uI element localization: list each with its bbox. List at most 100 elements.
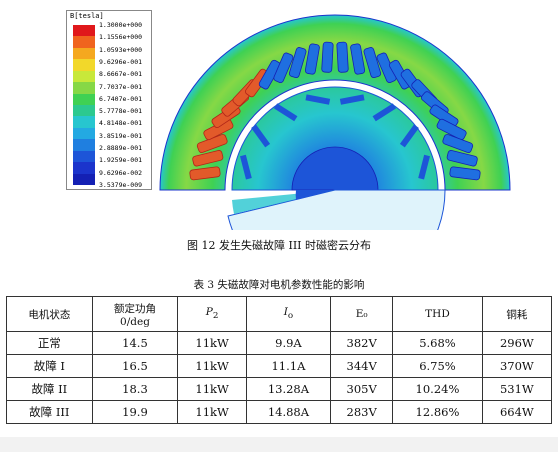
table-header-cell: 铜耗 xyxy=(481,296,553,332)
motor-cross-section xyxy=(159,14,511,230)
table-cell: 5.68% xyxy=(392,331,483,355)
legend-swatch xyxy=(73,70,95,83)
table-cell: 305V xyxy=(330,377,394,401)
table-cell: 382V xyxy=(330,331,394,355)
table-cell: 6.75% xyxy=(392,354,483,378)
legend-label: 5.7778e-001 xyxy=(99,107,143,116)
legend-swatch xyxy=(73,150,95,163)
rotor-magnet xyxy=(418,154,430,180)
rotor-magnet xyxy=(399,124,419,148)
table-row: 故障 II 18.3 11kW 13.28A 305V 10.24% 531W xyxy=(6,377,553,401)
stator-slot xyxy=(350,43,366,75)
table-cell: 11kW xyxy=(177,400,247,424)
legend-label: 4.8148e-001 xyxy=(99,119,143,128)
table-cell: 344V xyxy=(330,354,394,378)
table-cell: 故障 III xyxy=(6,400,93,424)
legend-swatch xyxy=(73,116,95,129)
stator-slot xyxy=(436,118,467,141)
table-cell: 370W xyxy=(481,354,553,378)
table-header-cell: 电机状态 xyxy=(6,296,93,332)
legend-label: 7.7037e-001 xyxy=(99,82,143,91)
rotor-shaft xyxy=(291,146,379,191)
stator-core xyxy=(159,14,511,191)
legend-label: 1.9259e-001 xyxy=(99,156,143,165)
rotor-magnet xyxy=(251,124,271,148)
stator-slot xyxy=(442,134,474,154)
stator-slot xyxy=(321,41,334,73)
table-cell: 11kW xyxy=(177,377,247,401)
rotor-magnet xyxy=(273,103,298,122)
table-cell: 11kW xyxy=(177,331,247,355)
stator-slot xyxy=(446,150,478,167)
rotor-magnet xyxy=(372,103,397,122)
figure-caption: 图 12 发生失磁故障 III 时磁密云分布 xyxy=(186,239,372,252)
table-cell: 11.1A xyxy=(245,354,332,378)
legend-swatch xyxy=(73,25,95,37)
stator-slot xyxy=(304,43,320,75)
table-cell: 664W xyxy=(481,400,553,424)
stator-slot xyxy=(192,150,224,167)
table-cell: 531W xyxy=(481,377,553,401)
legend-swatch xyxy=(73,93,95,106)
table-cell: 11kW xyxy=(177,354,247,378)
legend-swatch xyxy=(73,82,95,95)
stator-slot xyxy=(189,166,221,181)
legend-color-bar xyxy=(73,25,95,186)
bottom-strip xyxy=(0,437,558,452)
rotor-magnet xyxy=(240,154,252,180)
stator-slot xyxy=(273,52,294,83)
table-caption: 表 3 失磁故障对电机参数性能的影响 xyxy=(193,279,365,291)
parameter-table: 电机状态 额定功角 0/deg P2 Io E₀ THD 铜耗 正常 14.5 11kW 9.9A 3… xyxy=(6,296,553,424)
legend-title: B[tesla] xyxy=(70,12,104,20)
table-cell: 16.5 xyxy=(91,354,179,378)
legend-swatch xyxy=(73,47,95,60)
table-header-cell: Io xyxy=(245,296,332,332)
legend-label: 3.8519e-001 xyxy=(99,131,143,140)
stator-slot xyxy=(449,166,481,181)
table-header-cell: THD xyxy=(392,296,483,332)
table-cell: 19.9 xyxy=(91,400,179,424)
legend-swatch xyxy=(73,59,95,72)
legend-label: 8.6667e-001 xyxy=(99,70,143,79)
table-header-cell: E₀ xyxy=(330,296,394,332)
table-cell: 故障 II xyxy=(6,377,93,401)
cutaway-sector xyxy=(227,189,446,230)
rotor-magnets xyxy=(240,94,430,180)
rotor-magnet xyxy=(305,94,331,105)
legend-label: 9.6296e-001 xyxy=(99,57,143,66)
legend-swatch xyxy=(73,173,95,186)
table-cell: 18.3 xyxy=(91,377,179,401)
rotor-magnet xyxy=(339,94,365,105)
stator-slot xyxy=(363,47,382,79)
legend-swatch xyxy=(73,36,95,49)
legend-swatch xyxy=(73,105,95,117)
legend-label: 1.1556e+000 xyxy=(99,33,143,42)
table-cell: 故障 I xyxy=(6,354,93,378)
table-cell: 12.86% xyxy=(392,400,483,424)
table-row: 正常 14.5 11kW 9.9A 382V 5.68% 296W xyxy=(6,331,553,355)
legend-label: 1.3000e+000 xyxy=(99,21,143,29)
table-cell: 14.5 xyxy=(91,331,179,355)
table-header-row: 电机状态 额定功角 0/deg P2 Io E₀ THD 铜耗 xyxy=(6,296,553,332)
legend-swatch xyxy=(73,139,95,152)
table-body: 正常 14.5 11kW 9.9A 382V 5.68% 296W 故障 I 16.5 11kW 1… xyxy=(6,331,553,424)
table-header-cell: 额定功角 0/deg xyxy=(91,296,179,332)
table-cell: 正常 xyxy=(6,331,93,355)
table-header-cell: P2 xyxy=(177,296,247,332)
legend-label: 2.8889e-001 xyxy=(99,144,143,153)
legend-swatch xyxy=(73,127,95,140)
stator-slot xyxy=(288,47,307,79)
legend-swatch xyxy=(73,162,95,175)
table-cell: 14.88A xyxy=(245,400,332,424)
table-cell: 9.9A xyxy=(245,331,332,355)
legend-label: 6.7407e-001 xyxy=(99,94,143,103)
flux-legend: B[tesla] 1.3000e+000 1.1556e+000 1.0593e+0… xyxy=(66,10,152,190)
table-cell: 283V xyxy=(330,400,394,424)
stator-slot xyxy=(336,41,349,73)
flux-density-figure: B[tesla] 1.3000e+000 1.1556e+000 1.0593e+0… xyxy=(66,10,511,230)
legend-label: 3.5379e-009 xyxy=(99,181,143,189)
legend-label: 9.6296e-002 xyxy=(99,168,143,177)
legend-label: 1.0593e+000 xyxy=(99,45,143,54)
table-row: 故障 I 16.5 11kW 11.1A 344V 6.75% 370W xyxy=(6,354,553,378)
table-cell: 296W xyxy=(481,331,553,355)
